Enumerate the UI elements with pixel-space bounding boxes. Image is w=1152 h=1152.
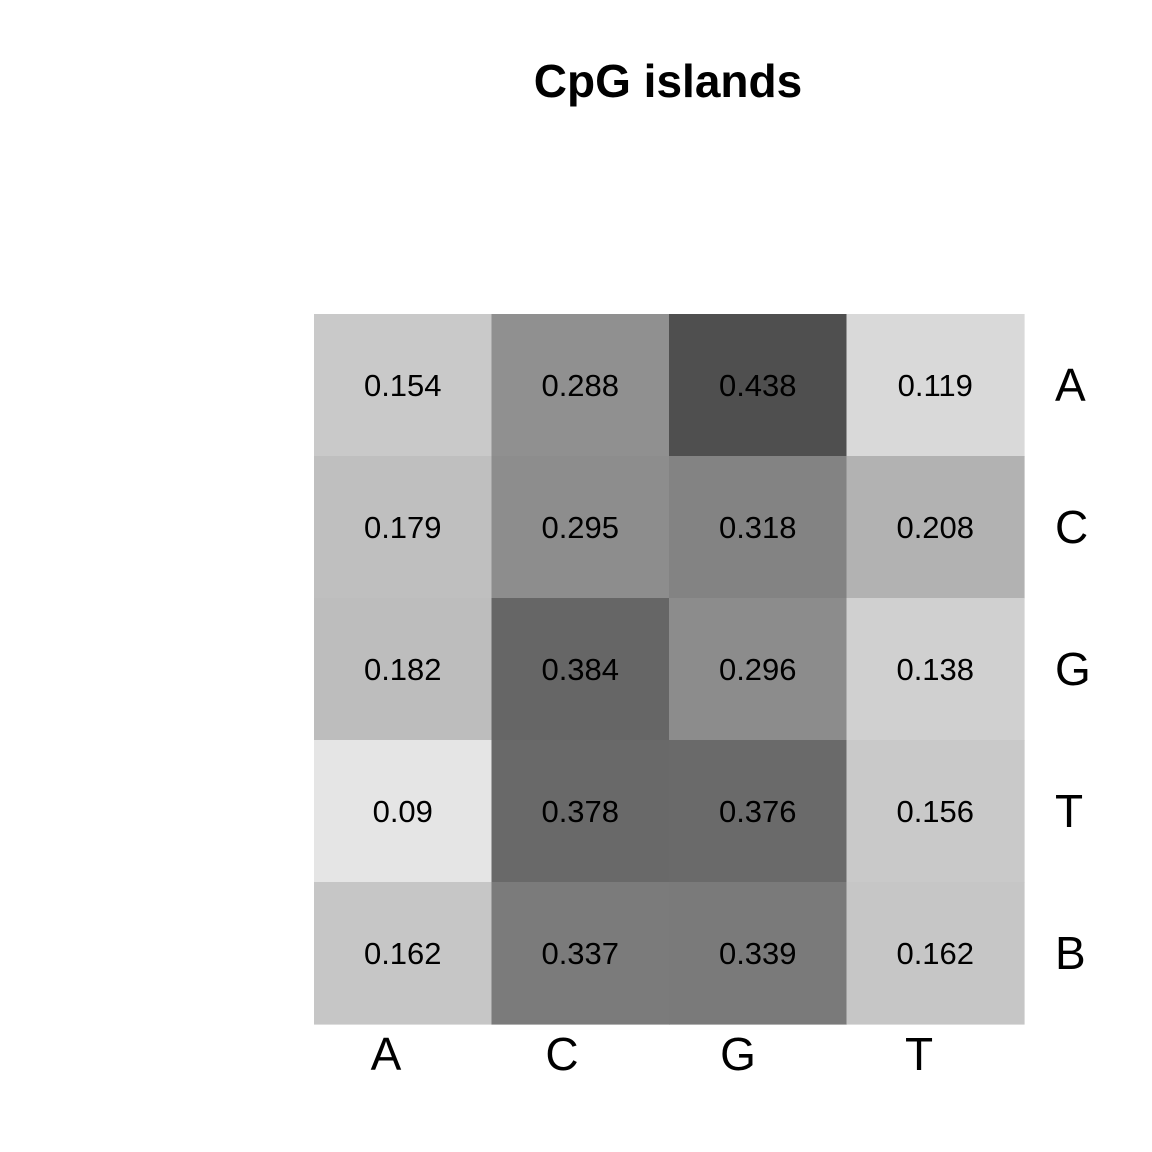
y-tick-label: A bbox=[1055, 359, 1086, 411]
x-tick-label: G bbox=[720, 1028, 756, 1080]
cell-value-label: 0.208 bbox=[896, 510, 974, 545]
heatmap-cell-G-C bbox=[491, 598, 670, 741]
y-tick-label: G bbox=[1055, 643, 1091, 695]
x-tick-label: A bbox=[371, 1028, 402, 1080]
cell-value-label: 0.179 bbox=[364, 510, 442, 545]
heatmap-cell-C-C bbox=[491, 456, 670, 599]
heatmap-cell-G-G bbox=[669, 598, 848, 741]
heatmap-cell-A-G bbox=[669, 314, 848, 457]
cell-value-label: 0.156 bbox=[896, 794, 974, 829]
cell-value-label: 0.438 bbox=[719, 368, 797, 403]
y-tick-label: T bbox=[1055, 785, 1083, 837]
cell-value-label: 0.378 bbox=[541, 794, 619, 829]
y-tick-label: C bbox=[1055, 501, 1088, 553]
y-tick-label: B bbox=[1055, 927, 1086, 979]
y-axis-labels: A C G T B bbox=[1055, 359, 1091, 979]
heatmap-cell-T-A bbox=[314, 740, 493, 883]
cell-value-label: 0.295 bbox=[541, 510, 619, 545]
cell-value-label: 0.288 bbox=[541, 368, 619, 403]
cell-value-label: 0.337 bbox=[541, 936, 619, 971]
x-tick-label: C bbox=[545, 1028, 578, 1080]
heatmap-cell-T-T bbox=[846, 740, 1025, 883]
heatmap-cell-A-A bbox=[314, 314, 493, 457]
x-tick-label: T bbox=[905, 1028, 933, 1080]
cell-value-label: 0.182 bbox=[364, 652, 442, 687]
heatmap-cell-T-C bbox=[491, 740, 670, 883]
cell-value-label: 0.119 bbox=[898, 368, 973, 403]
cell-value-label: 0.162 bbox=[896, 936, 974, 971]
heatmap-cell-G-A bbox=[314, 598, 493, 741]
heatmap-cell-A-C bbox=[491, 314, 670, 457]
cell-value-label: 0.09 bbox=[373, 794, 433, 829]
heatmap-cell-A-T bbox=[846, 314, 1025, 457]
cell-value-label: 0.376 bbox=[719, 794, 797, 829]
cell-value-label: 0.318 bbox=[719, 510, 797, 545]
cell-value-label: 0.162 bbox=[364, 936, 442, 971]
heatmap-cell-C-A bbox=[314, 456, 493, 599]
cell-value-label: 0.296 bbox=[719, 652, 797, 687]
heatmap-cell-labels: 0.154 0.288 0.438 0.119 0.179 0.295 0.318 0.208… bbox=[364, 368, 974, 971]
cell-value-label: 0.384 bbox=[541, 652, 619, 687]
heatmap-cell-C-G bbox=[669, 456, 848, 599]
heatmap-cell-T-G bbox=[669, 740, 848, 883]
heatmap-cell-C-T bbox=[846, 456, 1025, 599]
heatmap-cell-B-T bbox=[846, 882, 1025, 1025]
cell-value-label: 0.138 bbox=[896, 652, 974, 687]
heatmap-cell-B-A bbox=[314, 882, 493, 1025]
heatmap-cell-B-C bbox=[491, 882, 670, 1025]
heatmap-cell-B-G bbox=[669, 882, 848, 1025]
cell-value-label: 0.154 bbox=[364, 368, 442, 403]
heatmap-cells bbox=[314, 314, 1025, 1025]
chart-title: CpG islands bbox=[534, 55, 802, 107]
heatmap-cell-G-T bbox=[846, 598, 1025, 741]
cell-value-label: 0.339 bbox=[719, 936, 797, 971]
